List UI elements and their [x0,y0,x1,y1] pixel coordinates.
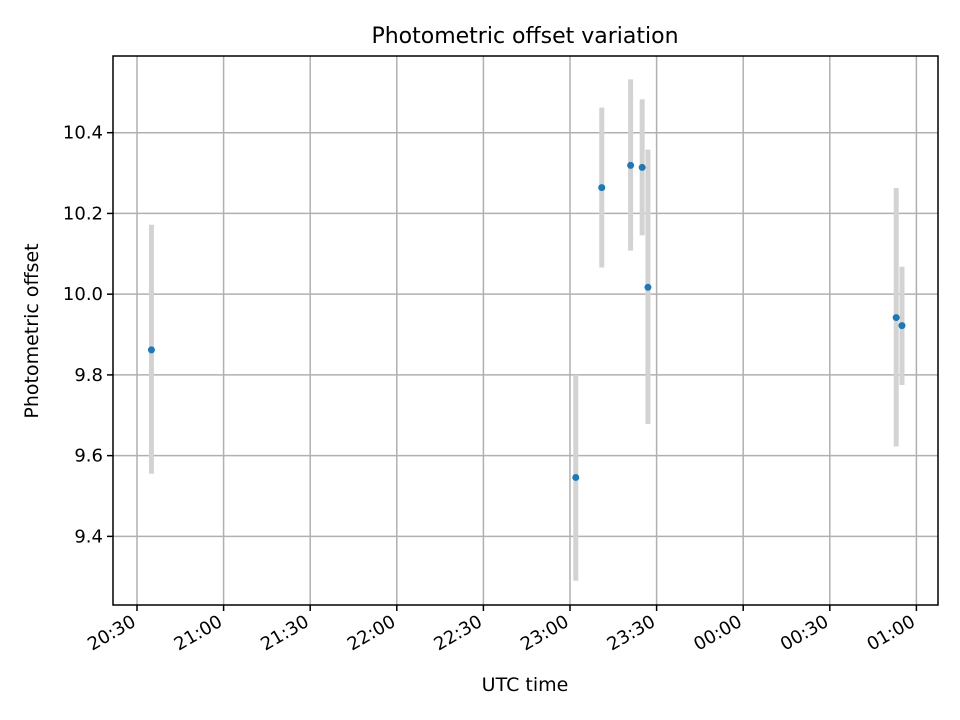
x-axis-ticks: 20:30 21:00 21:30 22:00 22:30 23:00 23:30 00:00… [84,605,919,655]
data-point [638,163,646,171]
x-tick-label: 23:00 [517,611,572,655]
error-bars [148,79,905,581]
y-axis-label: Photometric offset [21,243,43,418]
x-tick-label: 22:30 [430,611,485,655]
grid [113,56,938,605]
data-point [644,283,652,291]
x-tick-label: 22:00 [344,611,399,655]
y-tick-label: 10.2 [63,203,103,224]
y-tick-label: 9.6 [74,446,103,467]
x-tick-label: 00:00 [690,611,745,655]
data-point [627,161,635,169]
data-point [892,314,900,322]
x-tick-label: 00:30 [777,611,832,655]
y-tick-label: 9.8 [74,365,103,386]
x-tick-label: 20:30 [84,611,139,655]
y-tick-label: 10.4 [63,123,103,144]
data-point [147,346,155,354]
x-axis-label: UTC time [482,674,569,696]
y-tick-label: 9.4 [74,526,103,547]
chart-title: Photometric offset variation [371,24,678,49]
y-tick-label: 10.0 [63,284,103,305]
x-tick-label: 01:00 [863,611,918,655]
x-tick-label: 21:00 [171,611,226,655]
data-point [572,473,580,481]
data-point [898,322,906,330]
data-point [598,184,606,192]
x-tick-label: 23:30 [604,611,659,655]
y-axis-ticks: 9.4 9.6 9.8 10.0 10.2 10.4 [63,123,113,547]
data-points [147,161,906,481]
x-tick-label: 21:30 [257,611,312,655]
plot-frame [112,55,939,606]
